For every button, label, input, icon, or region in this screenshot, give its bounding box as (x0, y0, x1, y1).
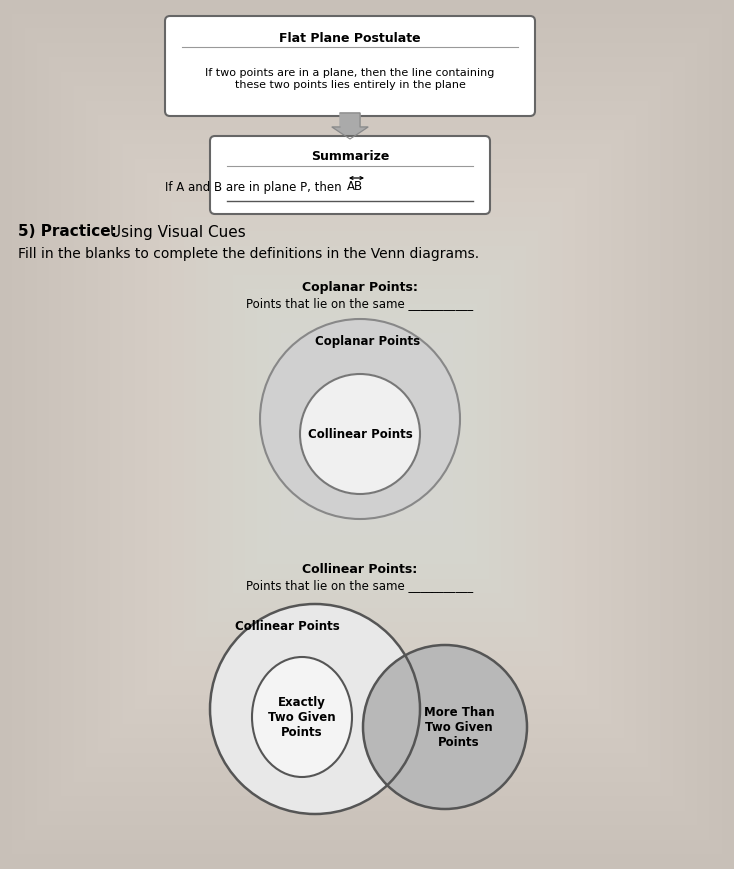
Text: Collinear Points: Collinear Points (235, 620, 339, 633)
Text: Points that lie on the same ___________: Points that lie on the same ___________ (247, 297, 473, 310)
Text: Collinear Points: Collinear Points (308, 428, 413, 441)
Text: Exactly
Two Given
Points: Exactly Two Given Points (268, 696, 336, 739)
Circle shape (260, 320, 460, 520)
Text: Fill in the blanks to complete the definitions in the Venn diagrams.: Fill in the blanks to complete the defin… (18, 247, 479, 261)
Text: Flat Plane Postulate: Flat Plane Postulate (279, 31, 421, 44)
FancyBboxPatch shape (165, 17, 535, 116)
Text: 5) Practice:: 5) Practice: (18, 224, 117, 239)
Text: If A and B are in plane P, then: If A and B are in plane P, then (164, 180, 345, 193)
Ellipse shape (252, 657, 352, 777)
Circle shape (363, 646, 527, 809)
FancyBboxPatch shape (210, 136, 490, 215)
Polygon shape (332, 114, 368, 140)
Circle shape (300, 375, 420, 494)
Text: Coplanar Points: Coplanar Points (316, 335, 421, 348)
Circle shape (210, 604, 420, 814)
Text: More Than
Two Given
Points: More Than Two Given Points (424, 706, 494, 748)
Text: If two points are in a plane, then the line containing
these two points lies ent: If two points are in a plane, then the l… (206, 68, 495, 90)
Text: Using Visual Cues: Using Visual Cues (105, 224, 246, 239)
Text: Summarize: Summarize (310, 150, 389, 163)
Text: Collinear Points:: Collinear Points: (302, 563, 418, 576)
Text: Coplanar Points:: Coplanar Points: (302, 282, 418, 295)
Text: Points that lie on the same ___________: Points that lie on the same ___________ (247, 579, 473, 592)
Text: AB: AB (347, 180, 363, 193)
